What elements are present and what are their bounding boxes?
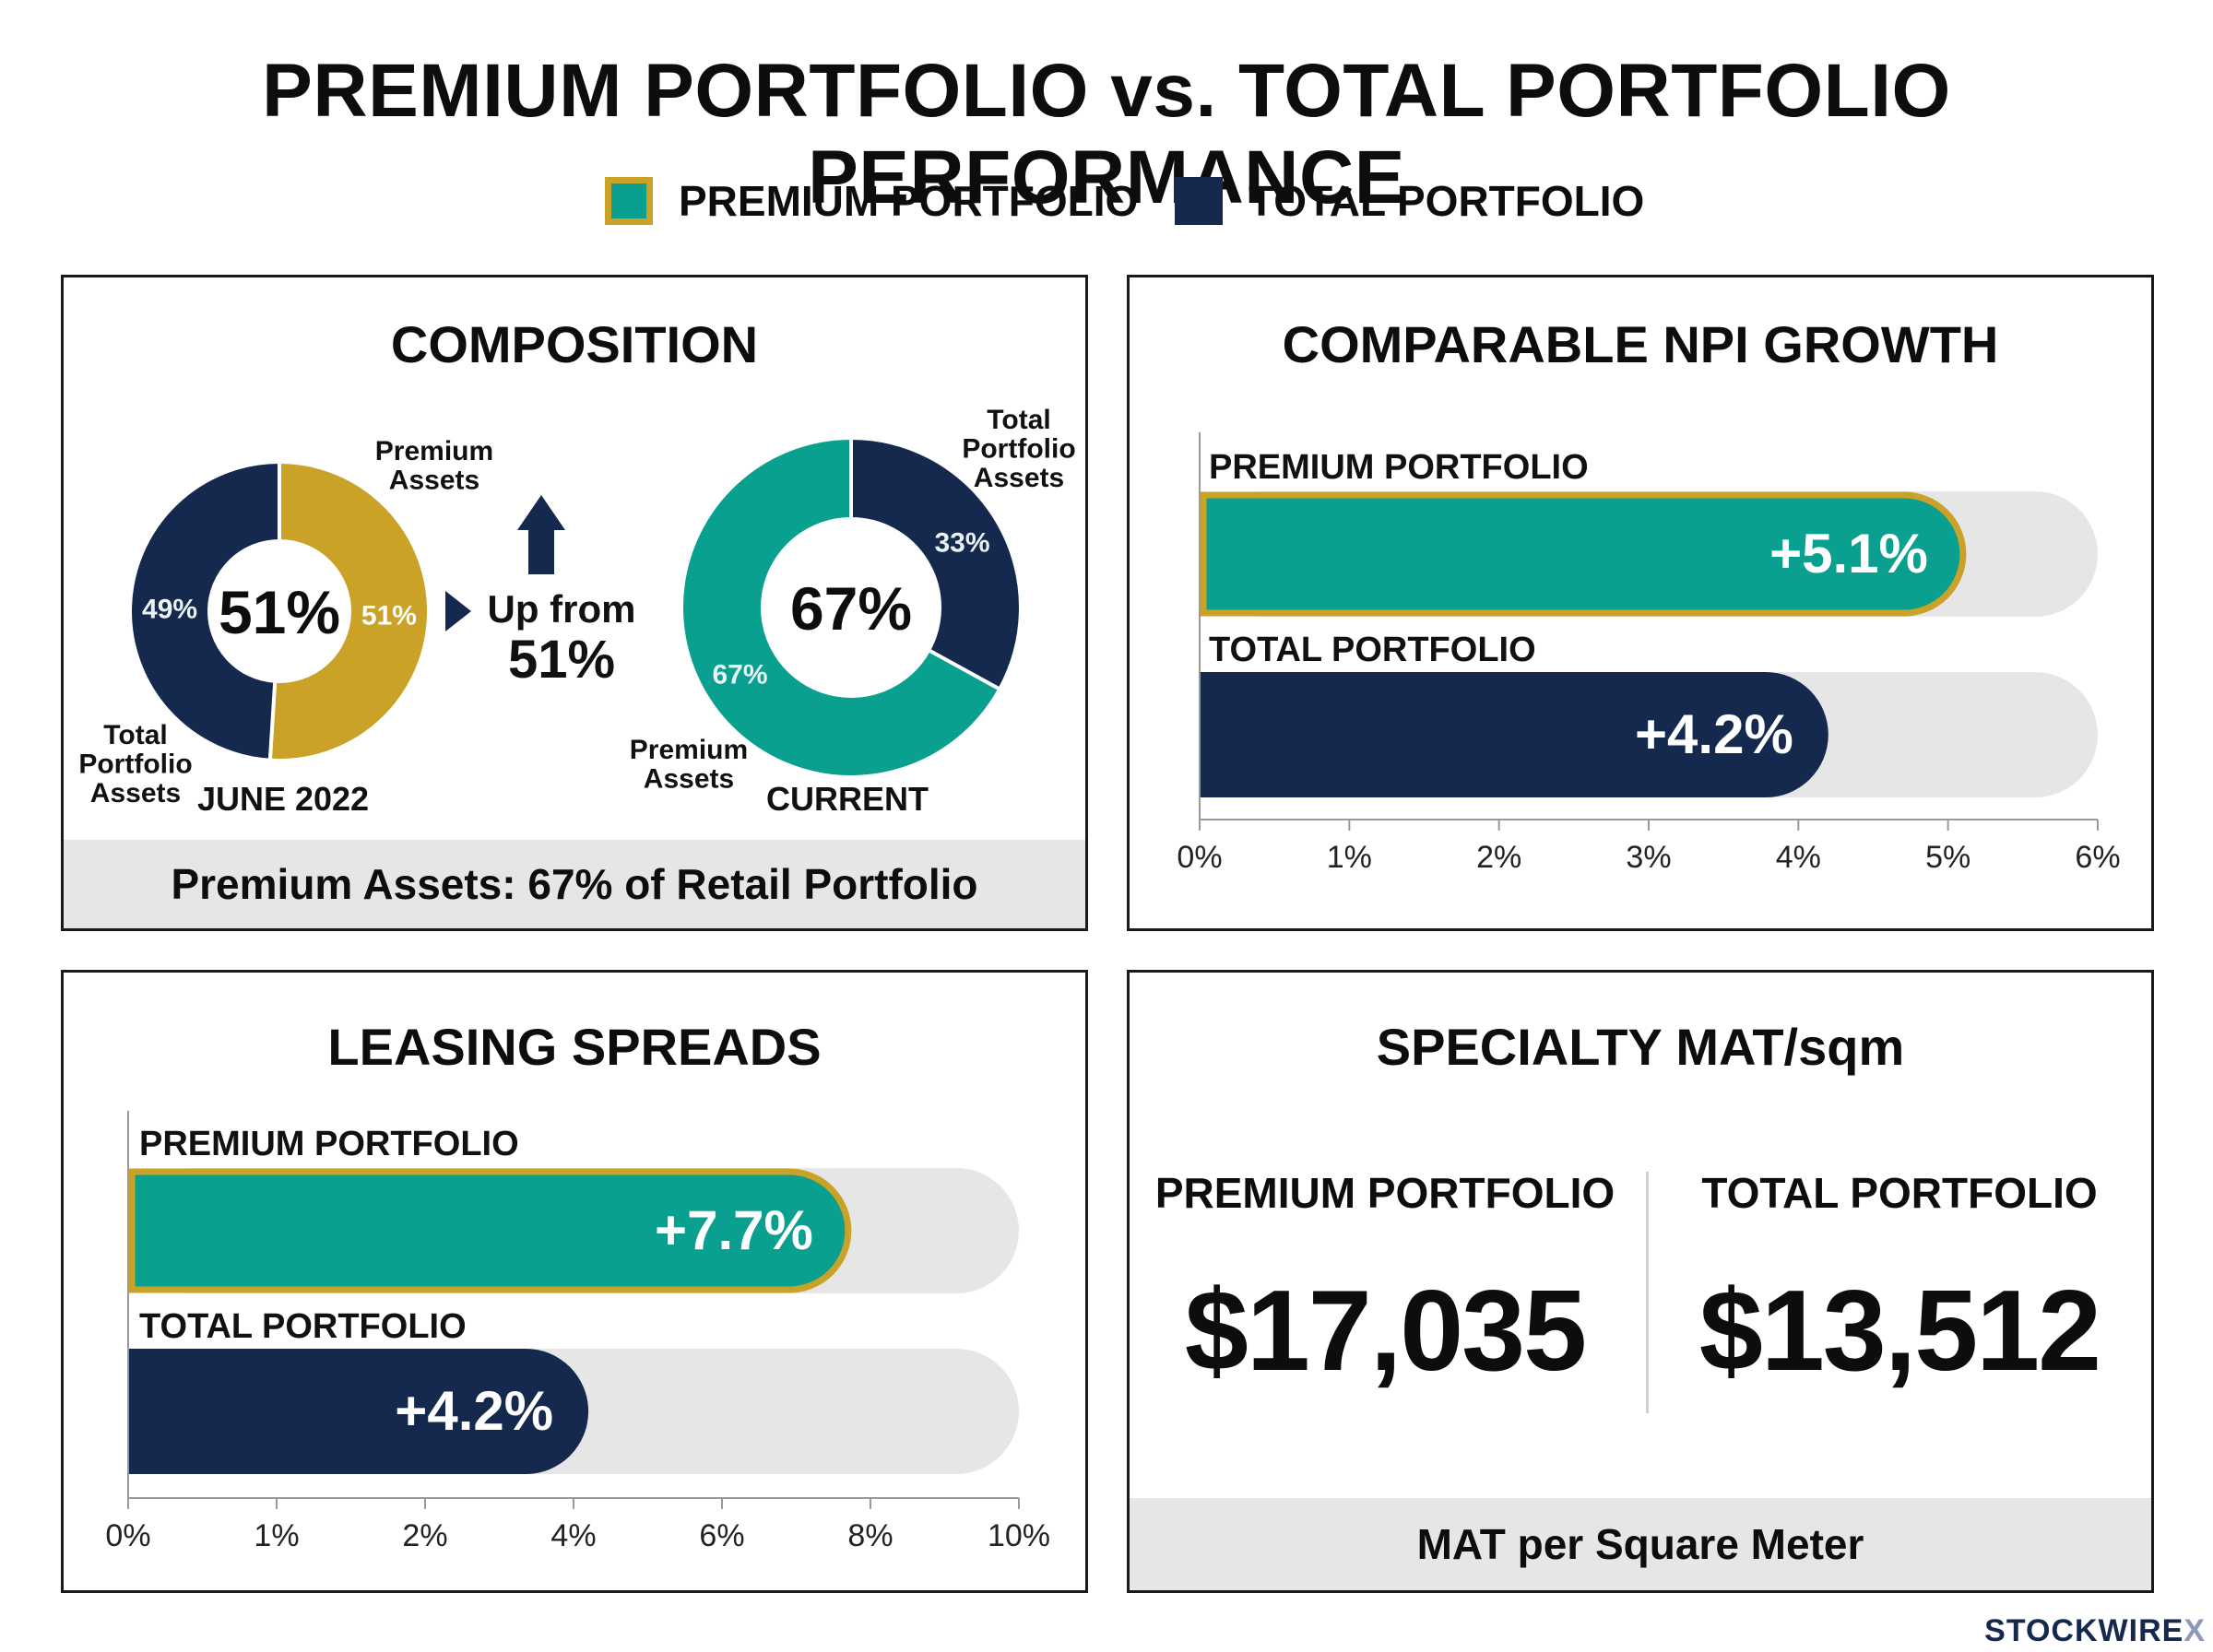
specialty-premium-label: PREMIUM PORTFOLIO [1154,1169,1615,1217]
specialty-premium-value: $17,035 [1184,1268,1587,1395]
leasing-category-label-0: PREMIUM PORTFOLIO [139,1125,519,1163]
specialty-panel: SPECIALTY MAT/sqm PREMIUM PORTFOLIO $17,… [1127,970,2154,1593]
leasing-tick-label-4: 6% [699,1518,744,1553]
npi-tick-label-4: 4% [1776,840,1821,875]
leasing-tick-label-2: 2% [402,1518,447,1553]
legend: PREMIUM PORTFOLIO TOTAL PORTFOLIO [0,171,2213,230]
npi-bar-0 [1200,491,1967,617]
specialty-total-label: TOTAL PORTFOLIO [1701,1169,2098,1217]
legend-swatch-premium [605,177,653,225]
current-donut-slice-label-0: 33% [934,528,989,559]
npi-value-label-0: +5.1% [1769,523,1928,584]
legend-item-total: TOTAL PORTFOLIO [1175,171,1644,230]
leasing-value-label-1: +4.2% [395,1380,553,1442]
legend-swatch-total [1175,177,1223,225]
specialty-total-value: $13,512 [1698,1268,2101,1395]
current-premium-callout: Premium Assets [630,735,748,795]
specialty-title: SPECIALTY MAT/sqm [1376,1018,1905,1076]
composition-footer: Premium Assets: 67% of Retail Portfolio [64,840,1085,928]
composition-panel: COMPOSITION 51% 49% 51% JUNE 2022 Premium Ass… [61,275,1088,931]
legend-label-premium: PREMIUM PORTFOLIO [679,177,1139,225]
leasing-tick-label-5: 8% [847,1518,893,1553]
npi-title: COMPARABLE NPI GROWTH [1282,315,1999,373]
brand-name: STOCKWIRE [1984,1613,2184,1648]
specialty-divider [1646,1172,1649,1413]
up-from-value: 51% [508,630,615,690]
leasing-bar-1 [128,1349,589,1474]
up-arrow-icon [517,495,565,574]
up-from-text: Up from [488,587,636,631]
page-title: PREMIUM PORTFOLIO vs. TOTAL PORTFOLIO PE… [262,49,1951,219]
current-donut-slice-1 [680,435,1002,779]
composition-chart: 51% 49% 51% JUNE 2022 Premium Assets Total Port… [78,405,1075,818]
npi-tick-label-2: 2% [1476,840,1521,875]
right-arrow-icon [445,591,471,631]
composition-title: COMPOSITION [390,315,759,373]
npi-tick-label-6: 6% [2075,840,2120,875]
npi-tick-label-0: 0% [1177,840,1222,875]
leasing-category-label-1: TOTAL PORTFOLIO [139,1307,467,1346]
npi-tick-label-5: 5% [1925,840,1970,875]
npi-tick-label-3: 3% [1626,840,1671,875]
npi-category-label-1: TOTAL PORTFOLIO [1209,631,1536,669]
june-donut-title: JUNE 2022 [197,780,369,818]
june-total-callout: Total Portfolio Assets [78,720,192,808]
legend-label-total: TOTAL PORTFOLIO [1249,177,1645,225]
june-donut-slice-0 [267,459,432,762]
leasing-tick-label-3: 4% [550,1518,596,1553]
current-donut-slice-0 [849,435,1023,692]
leasing-bar-0 [128,1168,852,1293]
npi-bar-1 [1200,672,1828,797]
specialty-footer: MAT per Square Meter [1130,1498,2151,1590]
current-donut-title: CURRENT [766,780,929,818]
npi-value-label-1: +4.2% [1635,703,1793,765]
current-total-callout: Total Portfolio Assets [962,405,1075,493]
npi-panel: COMPARABLE NPI GROWTH PREMIUM PORTFOLIO +… [1127,275,2154,931]
npi-category-label-0: PREMIUM PORTFOLIO [1209,448,1589,487]
current-donut-slice-label-1: 67% [712,659,767,690]
legend-item-premium: PREMIUM PORTFOLIO [605,171,1138,230]
june-donut-slice-label-0: 51% [361,601,417,631]
leasing-value-label-0: +7.7% [655,1199,813,1261]
leasing-tick-label-0: 0% [105,1518,150,1553]
leasing-tick-label-1: 1% [254,1518,299,1553]
current-donut-center-label: 67% [790,574,912,643]
june-donut-slice-label-1: 49% [142,594,197,624]
june-donut-center-label: 51% [219,578,340,646]
leasing-tick-label-6: 10% [988,1518,1050,1553]
leasing-title: LEASING SPREADS [327,1018,822,1076]
leasing-panel: LEASING SPREADS PREMIUM PORTFOLIO +7.7% TO… [61,970,1088,1593]
npi-chart: PREMIUM PORTFOLIO +5.1% TOTAL PORTFOLIO +4.… [1177,432,2121,875]
leasing-chart: PREMIUM PORTFOLIO +7.7% TOTAL PORTFOLIO +4.… [105,1111,1050,1553]
june-premium-callout: Premium Assets [375,436,493,496]
npi-tick-label-1: 1% [1327,840,1372,875]
brand-logo: STOCKWIREX [1984,1613,2206,1649]
brand-mark: X [2183,1613,2206,1648]
june-donut-slice-1 [128,459,281,762]
